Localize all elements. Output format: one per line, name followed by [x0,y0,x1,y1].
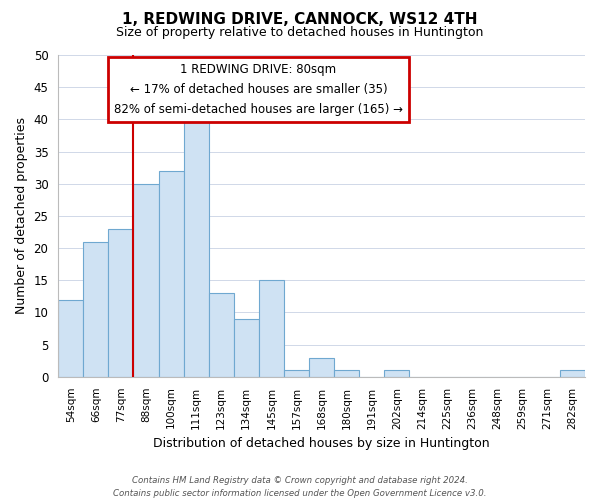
Bar [58,300,83,377]
Bar [284,370,309,377]
Y-axis label: Number of detached properties: Number of detached properties [15,118,28,314]
Bar [334,370,359,377]
Bar [133,184,158,377]
Bar [158,171,184,377]
Bar [234,319,259,377]
Text: Contains HM Land Registry data © Crown copyright and database right 2024.
Contai: Contains HM Land Registry data © Crown c… [113,476,487,498]
Bar [309,358,334,377]
Text: 1, REDWING DRIVE, CANNOCK, WS12 4TH: 1, REDWING DRIVE, CANNOCK, WS12 4TH [122,12,478,28]
X-axis label: Distribution of detached houses by size in Huntington: Distribution of detached houses by size … [153,437,490,450]
Text: Size of property relative to detached houses in Huntington: Size of property relative to detached ho… [116,26,484,39]
Bar [184,113,209,377]
Bar [209,293,234,377]
Bar [384,370,409,377]
Bar [83,242,109,377]
Bar [259,280,284,377]
Text: 1 REDWING DRIVE: 80sqm
← 17% of detached houses are smaller (35)
82% of semi-det: 1 REDWING DRIVE: 80sqm ← 17% of detached… [114,63,403,116]
Bar [109,229,133,377]
Bar [560,370,585,377]
